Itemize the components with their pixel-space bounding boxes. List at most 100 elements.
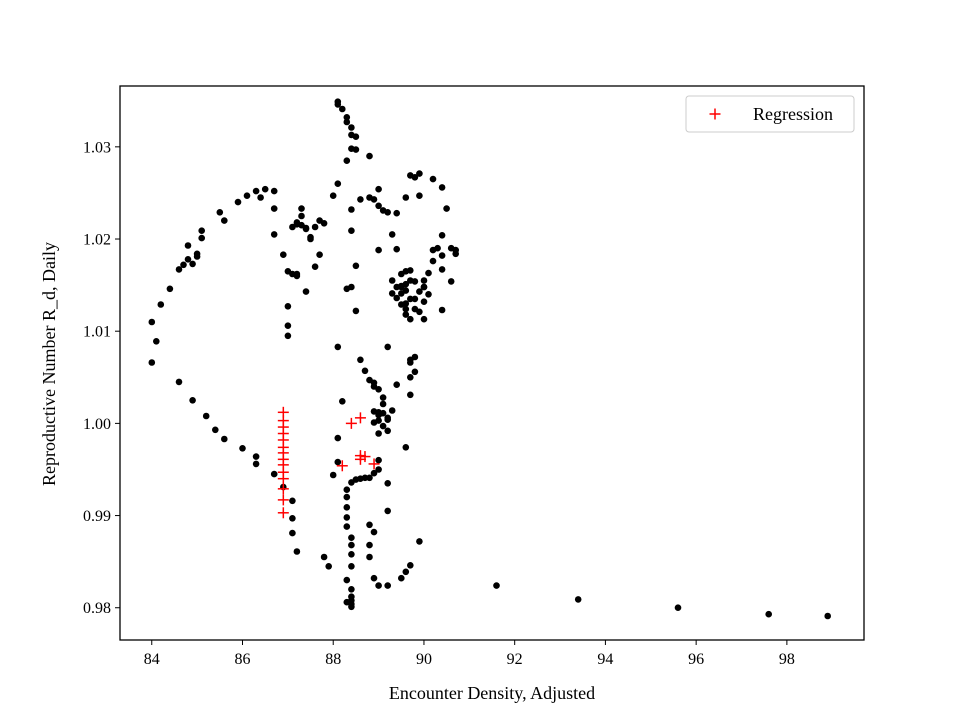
data-point-22 bbox=[270, 205, 278, 212]
data-point-126 bbox=[348, 563, 355, 570]
data-point-5 bbox=[175, 266, 183, 273]
data-point-21 bbox=[270, 187, 278, 195]
data-point-11 bbox=[193, 253, 201, 260]
data-point-72 bbox=[352, 262, 360, 270]
data-point-9 bbox=[189, 260, 196, 268]
data-point-199 bbox=[407, 277, 414, 284]
data-point-87 bbox=[370, 419, 378, 426]
data-point-55 bbox=[343, 118, 351, 126]
data-point-64 bbox=[375, 202, 382, 210]
data-point-178 bbox=[411, 295, 419, 303]
data-point-138 bbox=[366, 541, 373, 549]
data-point-46 bbox=[284, 322, 292, 330]
x-tick-label-90: 90 bbox=[416, 651, 432, 668]
data-point-182 bbox=[420, 277, 428, 284]
y-tick-label-1: 0.99 bbox=[83, 508, 111, 525]
data-point-124 bbox=[348, 541, 355, 549]
data-point-181 bbox=[425, 291, 432, 298]
data-point-136 bbox=[366, 521, 373, 529]
data-point-2 bbox=[153, 338, 160, 345]
data-point-75 bbox=[352, 307, 360, 315]
data-point-95 bbox=[379, 409, 387, 417]
data-point-17 bbox=[243, 192, 251, 199]
data-point-77 bbox=[357, 356, 364, 364]
data-point-48 bbox=[329, 192, 337, 199]
data-point-160 bbox=[202, 412, 210, 420]
data-point-176 bbox=[407, 315, 414, 323]
legend-label-regression: Regression bbox=[753, 104, 833, 124]
data-point-88 bbox=[375, 430, 382, 437]
data-point-121 bbox=[343, 514, 351, 521]
data-point-102 bbox=[411, 368, 419, 376]
data-point-200 bbox=[398, 283, 405, 291]
data-point-13 bbox=[198, 234, 205, 242]
data-point-71 bbox=[348, 227, 355, 234]
data-point-12 bbox=[198, 227, 205, 234]
regression-point-10 bbox=[277, 473, 289, 485]
regression-point-20 bbox=[368, 458, 380, 470]
data-point-19 bbox=[257, 194, 264, 201]
y-tick-label-2: 1.00 bbox=[83, 416, 111, 433]
data-point-69 bbox=[366, 152, 373, 160]
data-point-34 bbox=[298, 205, 305, 212]
data-point-3 bbox=[157, 301, 165, 308]
data-point-125 bbox=[348, 551, 355, 558]
data-point-66 bbox=[384, 209, 392, 216]
data-point-145 bbox=[407, 562, 414, 569]
data-point-217 bbox=[574, 596, 582, 603]
data-point-159 bbox=[212, 426, 219, 434]
data-point-202 bbox=[407, 295, 414, 303]
data-point-61 bbox=[357, 196, 364, 203]
data-point-20 bbox=[261, 185, 269, 193]
data-point-128 bbox=[348, 586, 355, 593]
data-point-144 bbox=[402, 568, 410, 576]
data-point-96 bbox=[384, 416, 392, 424]
data-point-188 bbox=[434, 244, 441, 252]
data-point-99 bbox=[407, 391, 414, 399]
data-point-105 bbox=[411, 353, 419, 361]
data-point-193 bbox=[416, 170, 423, 177]
data-point-212 bbox=[452, 246, 460, 254]
regression-point-18 bbox=[354, 453, 366, 465]
data-point-47 bbox=[284, 332, 292, 340]
x-tick-label-84: 84 bbox=[144, 651, 160, 668]
data-point-119 bbox=[343, 493, 351, 501]
regression-point-19 bbox=[359, 451, 371, 463]
plot-frame bbox=[119, 85, 865, 641]
data-point-207 bbox=[420, 315, 428, 323]
data-point-50 bbox=[343, 157, 351, 164]
data-point-68 bbox=[375, 185, 382, 193]
regression-point-14 bbox=[336, 460, 348, 472]
data-point-216 bbox=[493, 582, 500, 589]
regression-point-12 bbox=[277, 494, 289, 506]
data-point-54 bbox=[348, 131, 355, 139]
data-point-172 bbox=[393, 294, 401, 302]
data-point-154 bbox=[270, 470, 278, 478]
data-point-110 bbox=[375, 456, 382, 464]
data-point-122 bbox=[343, 523, 351, 530]
data-point-117 bbox=[348, 479, 355, 486]
data-point-135 bbox=[384, 507, 392, 515]
data-point-28 bbox=[293, 270, 301, 278]
data-point-186 bbox=[438, 266, 446, 273]
data-point-183 bbox=[425, 269, 432, 277]
data-point-175 bbox=[402, 311, 410, 318]
data-point-59 bbox=[343, 114, 351, 121]
data-point-43 bbox=[293, 219, 301, 226]
data-point-15 bbox=[221, 217, 228, 224]
data-point-90 bbox=[384, 427, 392, 435]
data-point-134 bbox=[384, 480, 392, 487]
data-point-220 bbox=[824, 612, 831, 620]
data-point-0 bbox=[148, 359, 156, 366]
data-point-157 bbox=[239, 445, 246, 452]
data-point-16 bbox=[234, 198, 242, 206]
data-point-203 bbox=[402, 300, 410, 307]
data-point-148 bbox=[320, 553, 328, 561]
x-tick-label-86: 86 bbox=[234, 651, 250, 668]
data-point-35 bbox=[298, 212, 305, 220]
data-point-56 bbox=[339, 105, 346, 113]
data-point-196 bbox=[407, 172, 414, 179]
data-point-41 bbox=[320, 220, 328, 227]
data-point-6 bbox=[180, 261, 187, 269]
